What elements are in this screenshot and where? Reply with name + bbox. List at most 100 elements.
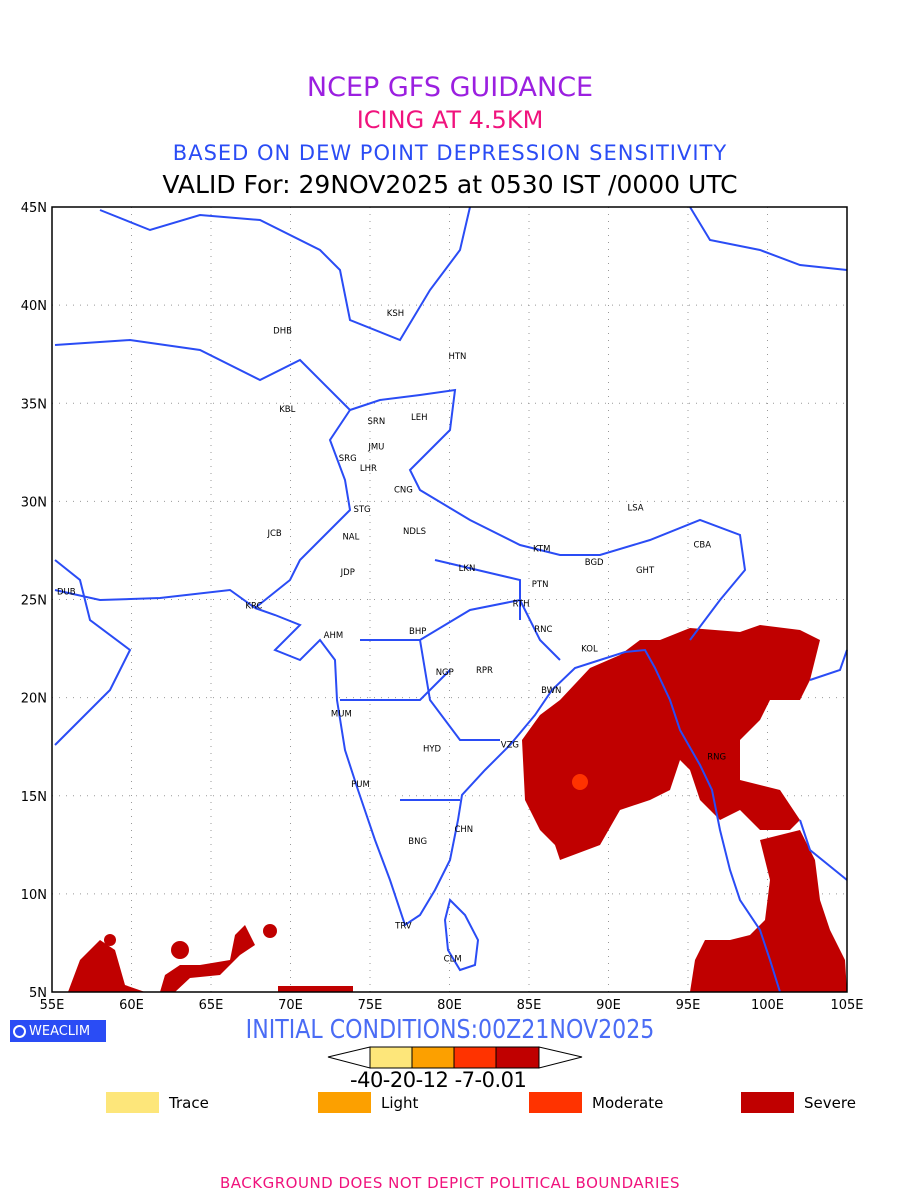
icing-spot [171, 941, 189, 959]
lon-tick-label: 55E [40, 998, 65, 1013]
lon-tick-label: 85E [517, 998, 542, 1013]
icing-area-arabian-sea-2 [160, 925, 255, 992]
icing-spot [104, 934, 116, 946]
icing-area-bay-of-bengal [522, 625, 820, 860]
colorbar-right-arrow [538, 1046, 583, 1069]
station-label-lsa: LSA [627, 503, 643, 513]
colorbar-left-arrow [327, 1046, 371, 1069]
icing-areas [68, 625, 847, 992]
station-label-ktm: KTM [533, 544, 550, 554]
station-label-lkn: LKN [459, 564, 476, 574]
legend-swatch [741, 1092, 794, 1113]
legend-trace: Trace [106, 1092, 209, 1113]
legend-swatch [529, 1092, 582, 1113]
lon-tick-label: 65E [199, 998, 224, 1013]
station-label-jmu: JMU [367, 442, 384, 452]
colorbar-severe [495, 1046, 540, 1069]
lon-tick-label: 70E [278, 998, 303, 1013]
lat-tick-label: 35N [21, 397, 47, 412]
station-label-hyd: HYD [423, 745, 442, 755]
station-label-jdp: JDP [340, 568, 355, 578]
station-label-bgd: BGD [585, 558, 604, 568]
grid-lines [51, 206, 848, 993]
station-label-bwn: BWN [541, 686, 561, 696]
station-label-trv: TRV [394, 921, 412, 931]
station-label-rpr: RPR [476, 666, 493, 676]
legend-label: Severe [804, 1093, 856, 1112]
lon-tick-label: 80E [437, 998, 462, 1013]
lon-tick-label: 105E [830, 998, 863, 1013]
title-method: BASED ON DEW POINT DEPRESSION SENSITIVIT… [172, 141, 728, 165]
title-product: ICING AT 4.5KM [356, 106, 544, 134]
station-label-krc: KRC [245, 601, 262, 611]
indochina-coast [799, 649, 848, 881]
coastlines-boundaries [54, 206, 848, 993]
station-label-kol: KOL [581, 645, 598, 655]
state-boundaries [340, 559, 561, 801]
lat-tick-label: 10N [21, 888, 47, 903]
station-label-chn: CHN [454, 825, 473, 835]
logo-text: WEACLIM [29, 1023, 91, 1039]
title-model: NCEP GFS GUIDANCE [306, 72, 594, 103]
lat-tick-label: 20N [21, 692, 47, 707]
map-frame [51, 206, 848, 993]
pakistan-boundary [254, 409, 352, 609]
initial-conditions: INITIAL CONDITIONS:00Z21NOV2025 [245, 1015, 655, 1045]
station-label-leh: LEH [411, 413, 428, 423]
station-label-ght: GHT [636, 566, 655, 576]
icing-area-myanmar-south [690, 830, 847, 992]
station-label-rng: RNG [707, 753, 726, 763]
title-valid-time: VALID For: 29NOV2025 at 0530 IST /0000 U… [162, 170, 738, 199]
afghanistan-boundary [54, 338, 351, 411]
station-label-mum: MUM [331, 709, 352, 719]
colorbar-light [411, 1046, 455, 1069]
colorbar-trace [369, 1046, 413, 1069]
station-label-dub: DUB [57, 588, 76, 598]
station-label-dhb: DHB [273, 327, 292, 337]
station-label-ahm: AHM [324, 631, 344, 641]
sri-lanka [443, 898, 480, 972]
station-label-htn: HTN [448, 352, 466, 362]
station-label-ksh: KSH [387, 309, 404, 319]
weaclim-logo: WEACLIM [10, 1020, 106, 1042]
station-label-nal: NAL [342, 533, 359, 543]
arabia-coast [54, 559, 132, 746]
station-label-srg: SRG [339, 454, 357, 464]
icing-moderate-spot [572, 774, 588, 790]
legend-severe: Severe [741, 1092, 856, 1113]
himalaya-boundary [349, 388, 747, 641]
station-label-bng: BNG [408, 837, 427, 847]
lat-tick-label: 5N [29, 986, 47, 1001]
station-label-srn: SRN [368, 417, 386, 427]
lon-tick-label: 75E [358, 998, 383, 1013]
station-label-clm: CLM [444, 955, 462, 965]
station-label-stg: STG [353, 505, 370, 515]
lon-tick-label: 60E [119, 998, 144, 1013]
station-label-kbl: KBL [279, 405, 295, 415]
china-east [689, 206, 848, 271]
lat-tick-label: 15N [21, 790, 47, 805]
india-coastline [254, 607, 781, 993]
lon-tick-label: 100E [751, 998, 784, 1013]
icing-strip [278, 986, 353, 992]
legend-swatch [106, 1092, 159, 1113]
station-label-rnc: RNC [534, 625, 552, 635]
axis-labels: 55E 60E 65E 70E 75E 80E 85E 90E 95E 100E 105E 45N 40… [21, 201, 864, 1013]
lat-tick-label: 40N [21, 299, 47, 314]
legend-label: Moderate [592, 1093, 664, 1112]
station-label-lhr: LHR [360, 464, 377, 474]
station-label-cng: CNG [394, 486, 413, 496]
lat-tick-label: 30N [21, 495, 47, 510]
icing-area-arabian-sea [68, 940, 145, 992]
lon-tick-label: 90E [596, 998, 621, 1013]
legend-label: Trace [169, 1093, 209, 1112]
legend-label: Light [381, 1093, 419, 1112]
colorbar [327, 1046, 583, 1069]
legend-swatch [318, 1092, 371, 1113]
lat-tick-label: 45N [21, 201, 47, 216]
station-label-ndls: NDLS [403, 527, 426, 537]
logo-circle-icon [13, 1024, 26, 1038]
